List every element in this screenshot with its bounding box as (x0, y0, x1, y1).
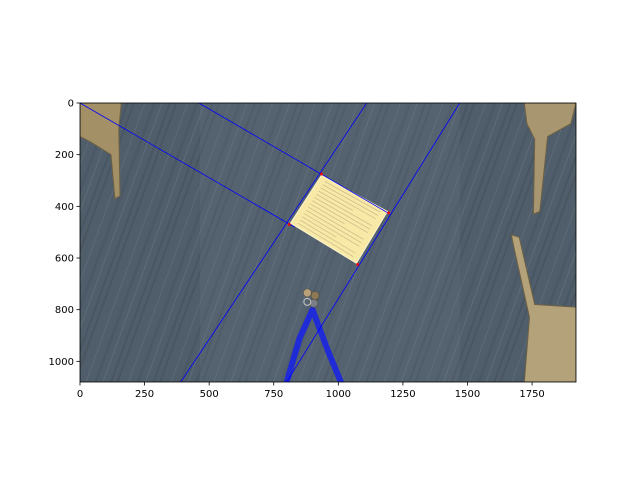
key (310, 291, 320, 300)
paper-text-line (312, 200, 368, 233)
chair-leg-right-bottom (510, 234, 576, 382)
paper-text-line (297, 222, 354, 257)
key (303, 288, 312, 298)
x-axis: 0 250 500 750 1000 1250 1500 1750 (77, 382, 545, 400)
keys (303, 288, 320, 308)
x-tick-label: 0 (77, 389, 83, 400)
paper-text-line (324, 181, 381, 213)
y-tick-label: 200 (55, 150, 74, 161)
paper-text-line (318, 190, 353, 211)
paper-text-line (316, 193, 372, 227)
y-tick-label: 600 (55, 254, 74, 265)
paper-text-line (299, 219, 356, 254)
corner-point-3 (356, 263, 360, 266)
y-tick-label: 800 (55, 305, 74, 316)
key-ring (303, 297, 312, 306)
corner-point-1 (320, 172, 323, 176)
chair-leg-left (80, 103, 122, 200)
overlay-line-4 (286, 103, 461, 382)
floor-photo (80, 103, 576, 382)
y-tick-label: 0 (68, 99, 74, 110)
x-tick-label: 1000 (326, 389, 351, 400)
x-tick-label: 500 (200, 389, 219, 400)
axes-frame (79, 102, 577, 383)
overlay-line-3 (180, 103, 368, 382)
y-tick-label: 400 (55, 202, 74, 213)
paper-text-line (310, 203, 345, 225)
chair-leg-right-top (523, 103, 576, 215)
paper-text-line (314, 197, 370, 230)
paper-text-line (305, 209, 362, 244)
paper-text-line (301, 216, 337, 238)
paper-text-line (320, 187, 377, 220)
overlay-line-2 (198, 103, 391, 215)
overlay-line-1 (80, 103, 295, 228)
paper-text-line (303, 213, 360, 247)
x-tick-label: 1250 (390, 389, 415, 400)
y-tick-label: 1000 (49, 357, 74, 368)
overlay-lines (80, 103, 461, 382)
paper-text-lines (297, 181, 381, 257)
y-axis: 0 200 400 600 800 1000 (49, 99, 80, 368)
x-tick-label: 750 (264, 389, 283, 400)
blue-lanyard (283, 306, 344, 382)
paper-text-line (308, 206, 364, 240)
x-tick-label: 1750 (519, 389, 544, 400)
paper-text-line (322, 184, 379, 216)
x-tick-label: 1500 (455, 389, 480, 400)
key (309, 298, 319, 308)
corner-point-4 (287, 223, 291, 226)
corner-point-2 (387, 211, 391, 215)
x-tick-label: 250 (135, 389, 154, 400)
